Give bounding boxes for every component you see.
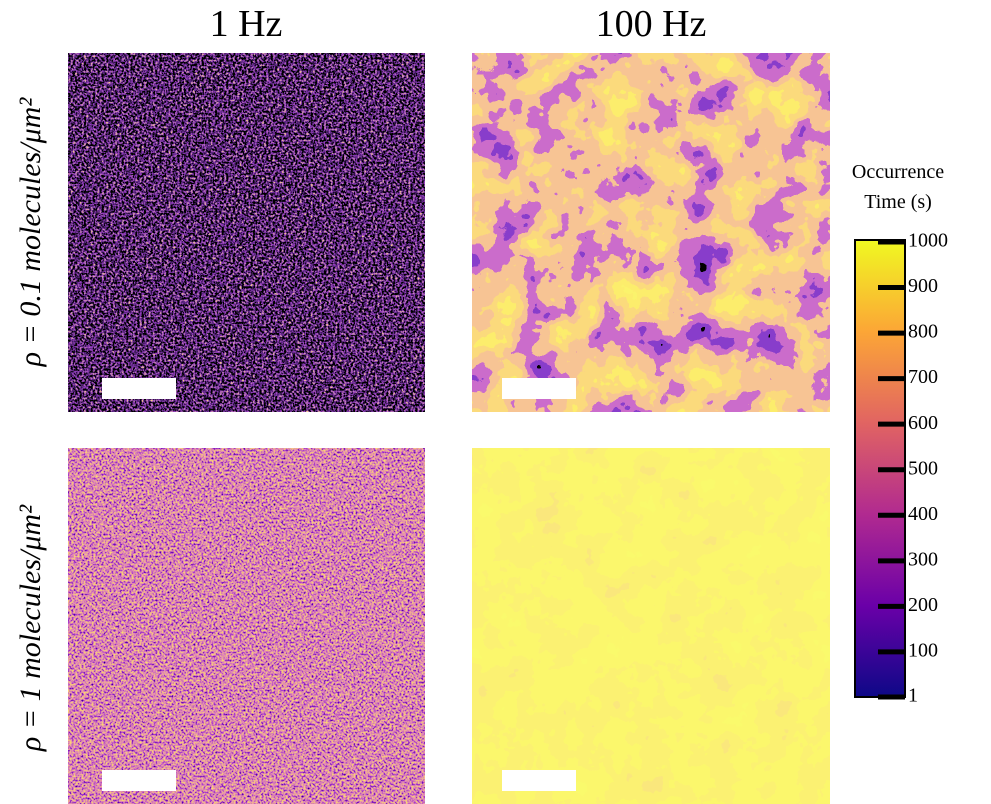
tick-label: 300	[908, 548, 938, 570]
tick-label: 500	[908, 457, 938, 479]
tick-label: 400	[908, 503, 938, 525]
tick-label: 600	[908, 412, 938, 434]
image-panel	[68, 53, 425, 412]
column-label: 1 Hz	[210, 3, 283, 45]
scale-bar	[502, 378, 576, 399]
tick-label: 800	[908, 321, 938, 343]
tick-label: 1	[908, 685, 918, 707]
figure: 1 Hz 100 Hz ρ = 0.1 molecules/μm² ρ = 1 …	[0, 0, 991, 804]
colorbar-title: Occurrence	[852, 161, 944, 183]
row-label: ρ = 0.1 molecules/μm²	[14, 97, 47, 368]
scale-bar	[102, 378, 176, 399]
column-label: 100 Hz	[596, 3, 707, 45]
tick-label: 100	[908, 640, 938, 662]
row-label: ρ = 1 molecules/μm²	[14, 504, 47, 752]
scale-bar	[102, 770, 176, 791]
tick-label: 1000	[908, 230, 948, 252]
image-panel	[472, 53, 830, 412]
scale-bar	[502, 770, 576, 791]
colorbar-title: Time (s)	[864, 191, 932, 213]
tick-label: 900	[908, 275, 938, 297]
tick-label: 700	[908, 366, 938, 388]
image-panel	[472, 448, 830, 804]
image-panel	[68, 448, 425, 804]
tick-label: 200	[908, 594, 938, 616]
